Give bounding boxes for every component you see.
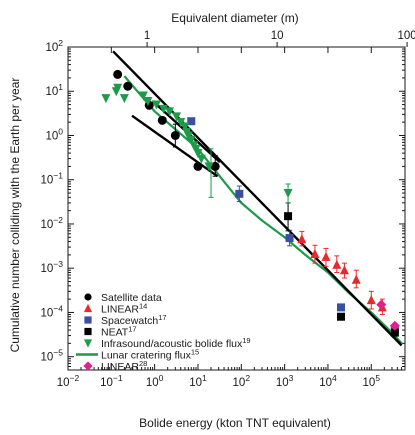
point-triangle-down [143,97,153,107]
legend-swatch [83,339,93,348]
point-triangle-down [204,162,214,172]
legend-label-2: Spacewatch17 [101,313,167,327]
legend-label-3: NEAT17 [101,324,137,338]
point-circle [210,161,220,171]
point-triangle-down [283,189,293,199]
point-square [285,234,294,243]
y-tick-label-3: 10−1 [41,171,64,187]
point-square [337,312,346,321]
point-triangle-up [351,274,361,284]
point-square [187,117,196,126]
point-triangle-down [151,100,161,110]
point-triangle-up [366,295,376,305]
point-triangle-down [101,94,111,104]
point-circle [157,115,167,125]
point-triangle-down [180,122,190,132]
top-tick-label-1: 10 [271,30,284,42]
legend-label-1: LINEAR14 [101,301,147,315]
point-triangle-down [172,112,182,122]
data-points [101,69,400,337]
point-triangle-up [332,259,342,269]
point-triangle-down [138,91,148,101]
top-tick-label-0: 1 [144,30,150,42]
y-tick-label-6: 10−4 [41,303,64,319]
x-tick-label-1: 10−1 [100,373,123,389]
x-tick-label-0: 10−2 [57,373,80,389]
point-triangle-down [186,135,196,145]
point-triangle-down [158,104,168,114]
point-triangle-up [310,248,320,258]
point-circle [193,161,203,171]
top-tick-label-2: 100 [397,30,415,42]
point-square [390,328,399,337]
y-axis-title: Cumulative number colliding with the Ear… [8,78,22,353]
y-tick-label-4: 10−2 [41,215,64,231]
legend-swatch [83,303,93,313]
point-circle [113,69,123,79]
x-tick-label-3: 101 [189,373,207,389]
point-triangle-up [339,265,349,275]
point-square [337,303,346,312]
legend-swatch [84,327,92,336]
y-tick-label-0: 102 [45,38,63,54]
y-tick-label-1: 101 [45,82,63,98]
point-square [284,212,293,221]
plot-frame [67,46,406,371]
fit-line-1 [112,50,403,347]
point-triangle-down [196,154,206,164]
point-diamond [389,320,400,331]
x-tick-label-6: 104 [319,373,337,389]
x-tick-label-7: 105 [363,373,381,389]
x-tick-label-2: 100 [146,373,164,389]
legend-swatch [84,316,92,324]
y-tick-label-2: 100 [45,126,63,142]
y-tick-label-5: 10−3 [41,259,64,275]
point-triangle-down [113,83,123,93]
legend-label-6: LINEAR28 [101,359,147,373]
legend-swatch [83,361,93,371]
x-tick-label-5: 103 [276,373,294,389]
legend-label-0: Satellite data [101,292,162,304]
point-square [235,189,244,198]
fit-line-2 [131,114,219,178]
point-triangle-down [164,107,174,117]
point-triangle-down [119,94,129,104]
legend: Satellite dataLINEAR14Spacewatch17NEAT17… [76,292,251,373]
point-diamond [376,299,387,310]
legend-label-4: Infrasound/acoustic bolide flux19 [101,336,251,350]
y-tick-label-7: 10−5 [41,348,64,364]
point-triangle-up [321,251,331,261]
legend-swatch [84,293,92,301]
top-axis-title: Equivalent diameter (m) [171,11,298,25]
x-axis-title: Bolide energy (kton TNT equivalent) [139,416,331,430]
point-circle [123,81,133,91]
x-tick-label-4: 102 [233,373,251,389]
point-triangle-down [193,149,203,159]
legend-label-5: Lunar cratering flux15 [101,347,199,361]
point-triangle-up [297,234,307,244]
point-circle [170,130,180,140]
